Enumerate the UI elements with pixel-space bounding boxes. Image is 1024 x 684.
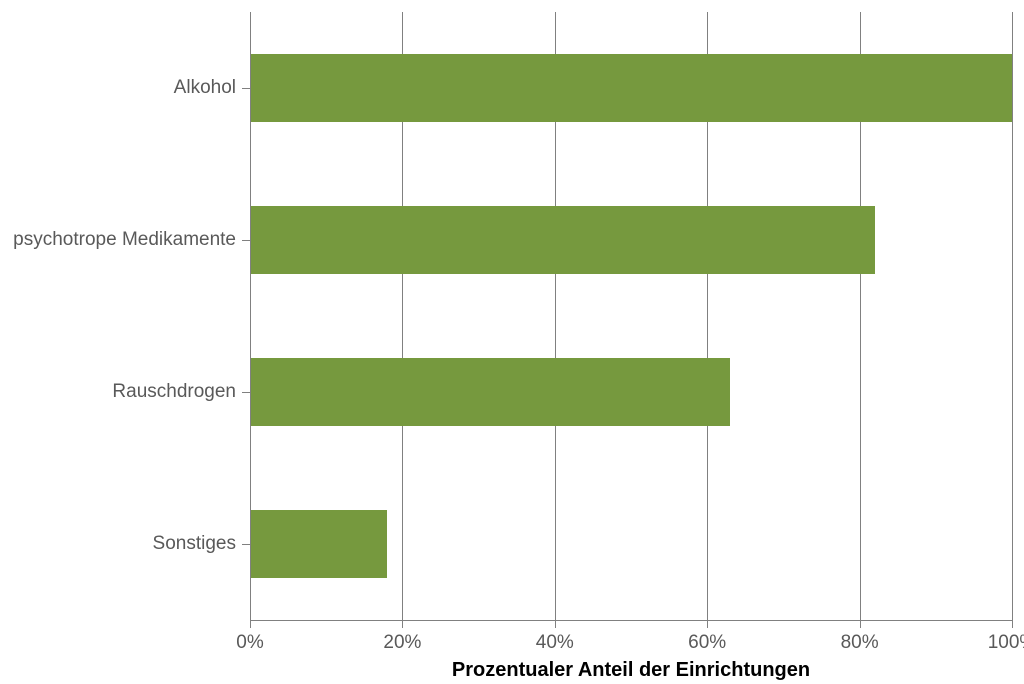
y-tick-label: Sonstiges <box>153 533 236 555</box>
x-tick-label: 40% <box>536 632 574 654</box>
x-tick-label: 60% <box>688 632 726 654</box>
x-tick-label: 80% <box>841 632 879 654</box>
y-tick <box>242 240 250 241</box>
x-tick <box>1012 620 1013 628</box>
y-tick-label: Rauschdrogen <box>112 381 236 403</box>
x-tick-label: 20% <box>383 632 421 654</box>
gridline <box>1012 12 1013 620</box>
x-tick-label: 100% <box>988 632 1024 654</box>
y-tick <box>242 544 250 545</box>
chart-container: 0% 20% 40% 60% 80% 100% Alkohol psychotrope Med… <box>0 0 1024 684</box>
x-axis-title: Prozentualer Anteil der Einrichtungen <box>452 659 810 682</box>
bar <box>250 358 730 426</box>
y-tick-label: Alkohol <box>174 77 236 99</box>
plot-area <box>250 12 1012 620</box>
x-tick-label: 0% <box>236 632 263 654</box>
x-tick <box>402 620 403 628</box>
bar <box>250 206 875 274</box>
y-tick <box>242 392 250 393</box>
x-axis-line <box>250 620 1012 621</box>
y-tick-label: psychotrope Medikamente <box>13 229 236 251</box>
x-tick <box>707 620 708 628</box>
y-axis-line <box>250 12 251 620</box>
y-tick <box>242 88 250 89</box>
x-tick <box>555 620 556 628</box>
bar <box>250 54 1012 122</box>
bar <box>250 510 387 578</box>
x-tick <box>860 620 861 628</box>
x-tick <box>250 620 251 628</box>
